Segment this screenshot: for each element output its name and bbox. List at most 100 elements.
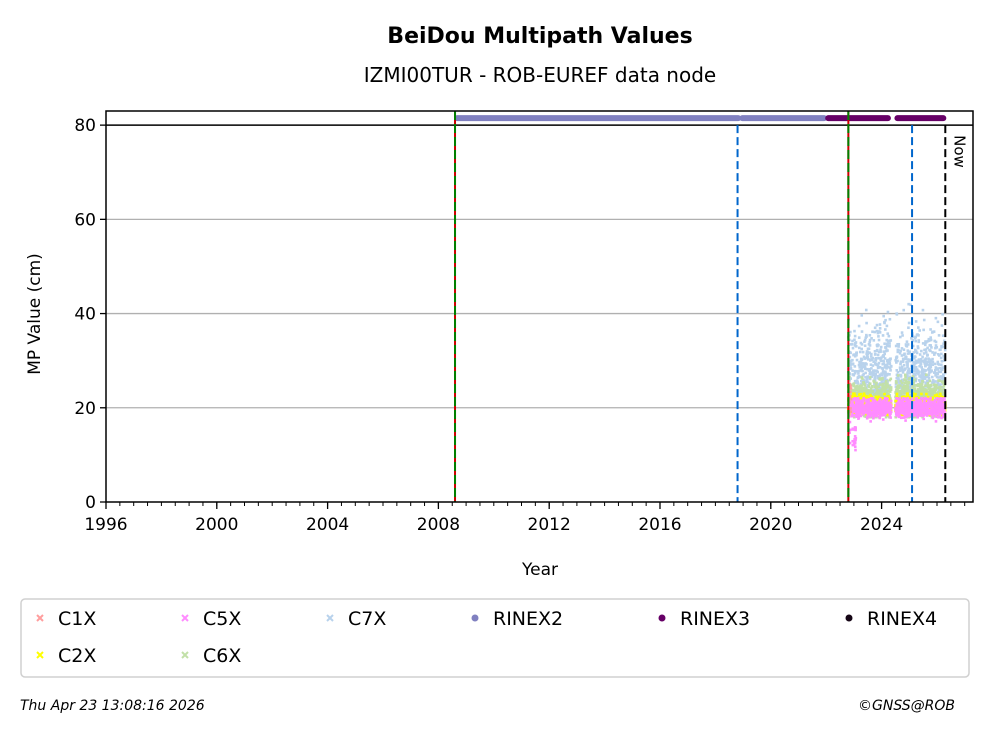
data-point [937, 399, 941, 403]
data-point [856, 382, 860, 385]
data-point [861, 374, 865, 377]
data-point [899, 349, 902, 353]
data-point [895, 376, 899, 380]
data-point [851, 404, 855, 408]
data-point [851, 339, 854, 343]
data-point [938, 385, 941, 389]
x-tick-label: 2016 [638, 515, 681, 535]
data-point [937, 353, 940, 356]
data-point [939, 397, 943, 400]
data-point [929, 328, 932, 331]
data-point [939, 356, 943, 360]
data-point [913, 378, 917, 381]
data-point [939, 395, 943, 398]
data-point [873, 393, 876, 397]
data-point [913, 366, 916, 370]
data-point [877, 389, 880, 393]
data-point [926, 346, 929, 350]
data-point [877, 406, 881, 410]
data-point [873, 353, 877, 356]
data-point [895, 395, 899, 399]
data-point [873, 410, 877, 414]
data-point [853, 398, 856, 402]
chart-title: BeiDou Multipath Values [387, 24, 692, 49]
data-point [897, 398, 901, 401]
data-point [886, 365, 890, 369]
data-point [853, 379, 857, 383]
data-point [904, 395, 907, 399]
data-point [882, 385, 885, 389]
data-point [885, 364, 889, 367]
data-point [874, 359, 878, 362]
data-point [934, 346, 937, 350]
data-point [873, 382, 876, 386]
data-point [906, 383, 909, 387]
data-point [849, 377, 853, 380]
data-point [887, 334, 891, 338]
data-point [877, 408, 880, 412]
data-point [919, 359, 923, 363]
data-point [930, 359, 933, 362]
data-point [934, 415, 938, 418]
data-point [931, 351, 934, 354]
data-point [858, 375, 862, 379]
data-point [903, 373, 907, 377]
data-point [936, 415, 940, 419]
data-point [930, 407, 933, 411]
data-point [872, 380, 876, 384]
data-point [894, 399, 897, 403]
data-point [895, 414, 898, 417]
data-point [937, 376, 940, 379]
data-point [905, 340, 909, 344]
data-point [906, 374, 909, 378]
data-point [906, 343, 910, 346]
data-point [848, 355, 852, 359]
data-point [898, 351, 902, 355]
data-point [899, 402, 902, 405]
data-point [886, 409, 890, 413]
y-tick-label: 80 [74, 116, 96, 136]
data-point [936, 372, 940, 376]
data-point [906, 387, 909, 391]
data-point [926, 375, 929, 379]
data-point [922, 318, 926, 322]
data-point [874, 395, 878, 399]
data-point [873, 326, 877, 330]
data-point [913, 387, 917, 390]
x-tick-label: 2008 [417, 515, 460, 535]
data-point [899, 374, 903, 377]
data-point [852, 388, 855, 392]
data-point [848, 431, 851, 434]
data-point [941, 409, 945, 412]
data-point [859, 409, 862, 413]
data-point [898, 410, 901, 414]
data-point [903, 415, 907, 419]
data-point [915, 397, 918, 400]
data-point [875, 363, 879, 367]
data-point [926, 411, 930, 415]
data-point [912, 401, 916, 405]
data-point [926, 354, 929, 357]
x-tick-label: 1996 [84, 515, 127, 535]
data-point [933, 353, 936, 356]
data-point [896, 390, 899, 394]
data-point [867, 343, 871, 346]
data-point [900, 411, 903, 415]
data-point [938, 414, 941, 417]
data-point [862, 386, 865, 390]
data-point [855, 385, 859, 389]
x-tick-label: 2024 [860, 515, 903, 535]
data-point [917, 371, 921, 374]
data-point [877, 361, 881, 365]
data-point [936, 391, 940, 394]
data-point [921, 372, 925, 375]
data-point [853, 390, 856, 394]
data-point [938, 402, 942, 406]
data-point [934, 344, 938, 347]
data-point [876, 411, 880, 415]
data-point [921, 380, 924, 383]
data-point [916, 389, 920, 393]
data-point [879, 395, 882, 398]
data-point [908, 389, 912, 392]
data-point [849, 407, 852, 410]
